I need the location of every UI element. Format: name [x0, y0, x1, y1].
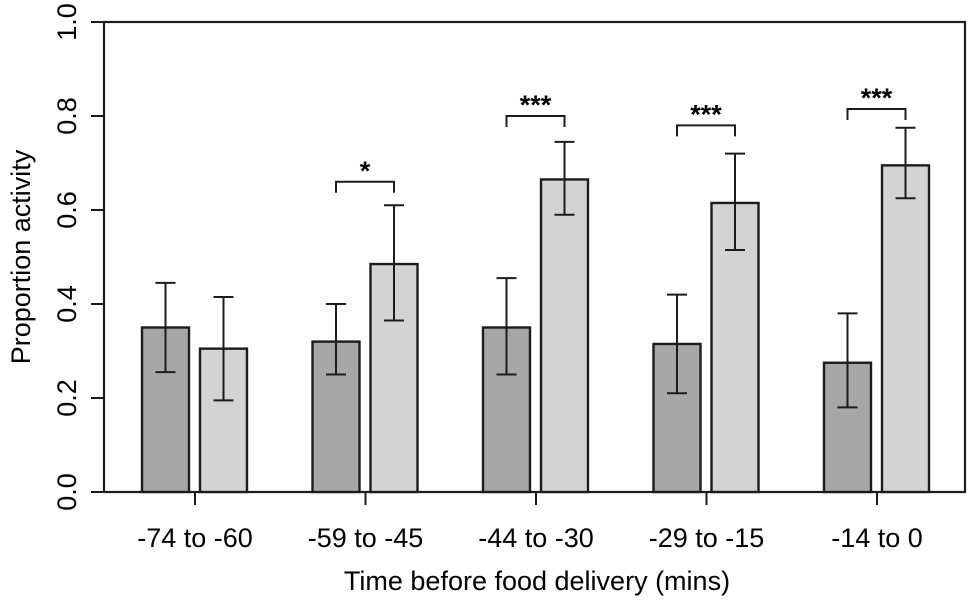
x-tick-label: -44 to -30 [478, 523, 594, 553]
bar-light [880, 164, 931, 494]
significance-stars: *** [690, 99, 722, 129]
bar-light [710, 201, 760, 494]
y-tick-label: 1.0 [52, 3, 82, 41]
y-tick-label: 0.0 [52, 473, 82, 511]
y-axis-title: Proportion activity [6, 149, 36, 364]
error-bar [895, 126, 916, 200]
x-tick-label: -29 to -15 [649, 523, 765, 553]
significance-bracket [676, 124, 736, 137]
significance-bracket [846, 107, 907, 120]
error-bar [554, 140, 575, 216]
x-tick-label: -59 to -45 [308, 523, 424, 553]
bar-group [822, 126, 931, 494]
y-tick-label: 0.6 [52, 191, 82, 229]
significance-stars: * [360, 156, 371, 186]
x-tick-label: -14 to 0 [831, 523, 923, 553]
error-bar [213, 295, 234, 402]
x-axis-title: Time before food delivery (mins) [344, 566, 730, 596]
bar-group [311, 204, 419, 494]
error-bar [384, 204, 404, 322]
error-bar [496, 277, 517, 376]
error-bar [326, 303, 346, 376]
error-bar [667, 293, 687, 395]
significance-bracket [505, 115, 566, 127]
bar-light [539, 178, 590, 494]
x-tick-label: -74 to -60 [137, 523, 253, 553]
y-tick-label: 0.8 [52, 97, 82, 135]
error-bar [155, 281, 176, 374]
significance-stars: *** [520, 90, 552, 120]
y-tick-label: 0.2 [52, 379, 82, 417]
error-bar [837, 312, 858, 409]
bar-group [481, 140, 590, 494]
bar-group [652, 152, 760, 494]
significance-bracket [335, 180, 395, 193]
plot-box [102, 20, 967, 494]
bar-group [140, 281, 249, 494]
significance-stars: *** [861, 83, 893, 113]
error-bar [725, 152, 745, 251]
y-tick-label: 0.4 [52, 285, 82, 323]
